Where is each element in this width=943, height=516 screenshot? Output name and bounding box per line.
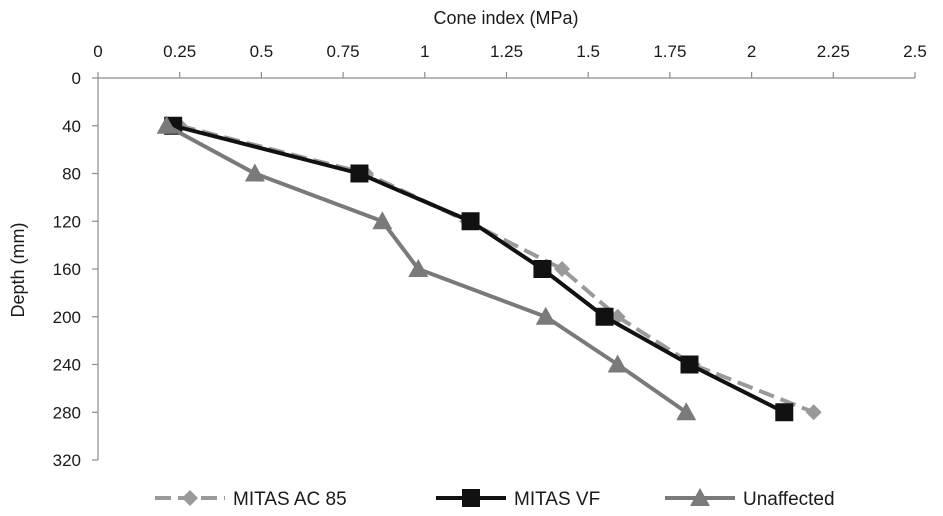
y-tick-label: 80 [62,165,81,184]
data-point [680,355,699,374]
legend-label: Unaffected [743,489,835,510]
series-unaffected [156,115,697,421]
y-tick-label: 240 [53,356,81,375]
legend-item-unaffected: Unaffected [665,488,835,510]
legend-marker [182,490,198,506]
y-tick-label: 40 [62,117,81,136]
data-point [676,402,697,421]
x-tick-label: 2.5 [903,42,927,61]
data-point [805,404,822,421]
x-tick-label: 1.5 [576,42,600,61]
y-tick-label: 280 [53,403,81,422]
legend-item-mitas-ac-85: MITAS AC 85 [155,489,347,510]
x-tick-label: 2 [747,42,756,61]
legend-label: MITAS VF [514,489,600,510]
series-line [165,123,688,414]
data-point [775,403,794,422]
x-tick-label: 0.75 [327,42,360,61]
data-point [408,259,429,277]
y-tick-label: 200 [53,308,81,327]
y-tick-label: 320 [53,451,81,470]
series-mitas-vf [164,116,794,422]
x-tick-label: 1 [420,42,429,61]
data-point [533,260,552,278]
y-tick-label: 160 [53,260,81,279]
x-tick-label: 0 [93,42,102,61]
x-tick-labels: 0 0.25 0.5 0.75 1 1.25 1.5 1.75 2 2.25 2.5 [93,42,927,78]
x-axis-title: Cone index (MPa) [433,8,578,28]
data-point [554,261,571,277]
data-point [461,212,480,231]
legend-item-mitas-vf: MITAS VF [436,489,600,510]
data-point [372,211,393,230]
x-tick-label: 2.25 [817,42,850,61]
x-tick-label: 1.25 [490,42,523,61]
legend-marker [690,488,710,506]
data-point [244,163,265,182]
series-layer [156,115,822,422]
data-point [535,306,556,325]
legend-label: MITAS AC 85 [233,489,347,510]
x-tick-label: 0.5 [250,42,274,61]
series-mitas-ac-85 [171,117,822,421]
x-tick-label: 0.25 [163,42,196,61]
data-point [607,354,628,373]
y-axis-title: Depth (mm) [8,222,28,317]
legend-marker [462,489,480,507]
legend: MITAS AC 85 MITAS VF Unaffected [155,488,835,510]
y-tick-labels: 0 40 80 120 160 200 240 280 320 [53,69,98,470]
y-tick-label: 0 [72,69,81,88]
data-point [350,164,369,183]
data-point [595,307,614,326]
series-line [179,123,815,415]
x-tick-label: 1.75 [653,42,686,61]
y-tick-label: 120 [53,212,81,231]
data-point [156,115,177,134]
